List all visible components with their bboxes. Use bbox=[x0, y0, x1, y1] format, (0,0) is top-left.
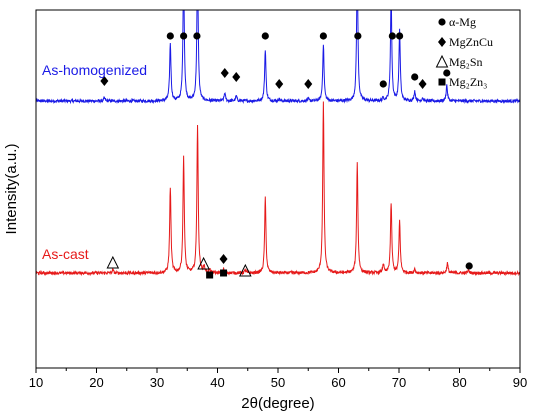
series-label: As-homogenized bbox=[42, 62, 147, 78]
x-axis-title: 2θ(degree) bbox=[241, 395, 314, 412]
phase-marker-triangle-open bbox=[106, 255, 120, 269]
series-label: As-cast bbox=[42, 246, 89, 262]
phase-marker-diamond bbox=[275, 79, 284, 89]
phase-marker-diamond bbox=[220, 68, 229, 78]
x-tick-label: 40 bbox=[210, 375, 224, 390]
phase-marker-circle bbox=[388, 32, 396, 40]
phase-marker-circle bbox=[180, 32, 188, 40]
x-tick-label: 30 bbox=[150, 375, 164, 390]
legend-diamond-icon bbox=[438, 37, 446, 47]
x-tick-label: 60 bbox=[331, 375, 345, 390]
phase-marker-diamond bbox=[100, 76, 109, 86]
series-line bbox=[36, 10, 520, 105]
phase-marker-circle bbox=[354, 32, 362, 40]
series-line bbox=[36, 101, 520, 277]
phase-marker-circle bbox=[465, 262, 473, 270]
phase-marker-diamond bbox=[304, 79, 313, 89]
phase-marker-circle bbox=[411, 73, 419, 81]
legend-label: Mg₂Zn₃ bbox=[449, 75, 487, 89]
x-tick-label: 70 bbox=[392, 375, 406, 390]
phase-markers bbox=[100, 32, 473, 279]
phase-marker-circle bbox=[166, 32, 174, 40]
x-tick-label: 10 bbox=[29, 375, 43, 390]
phase-marker-circle bbox=[379, 80, 387, 88]
phase-marker-square bbox=[220, 269, 228, 277]
phase-marker-diamond bbox=[219, 254, 228, 264]
legend: α-Mg MgZnCu Mg₂Sn Mg₂Zn₃ bbox=[435, 15, 493, 89]
phase-marker-circle bbox=[319, 32, 327, 40]
legend-label: α-Mg bbox=[449, 15, 476, 29]
phase-marker-triangle-open bbox=[197, 256, 210, 270]
phase-marker-diamond bbox=[418, 79, 427, 89]
legend-circle-icon bbox=[438, 18, 446, 26]
x-tick-label: 50 bbox=[271, 375, 285, 390]
x-tick-label: 90 bbox=[513, 375, 527, 390]
phase-marker-triangle-open bbox=[239, 263, 252, 277]
phase-marker-diamond bbox=[232, 72, 241, 82]
legend-label: MgZnCu bbox=[449, 35, 493, 49]
phase-marker-square bbox=[206, 271, 214, 279]
phase-marker-circle bbox=[261, 32, 269, 40]
legend-label: Mg₂Sn bbox=[449, 55, 483, 69]
phase-marker-circle bbox=[443, 69, 451, 77]
x-axis: 10 20 30 40 50 60 70 80 90 bbox=[29, 368, 527, 390]
legend-triangle-open-icon bbox=[435, 54, 449, 68]
x-tick-label: 20 bbox=[89, 375, 103, 390]
x-tick-label: 80 bbox=[452, 375, 466, 390]
legend-square-icon bbox=[438, 78, 446, 86]
diffraction-lines bbox=[36, 10, 520, 277]
phase-marker-circle bbox=[193, 32, 201, 40]
y-axis-title: Intensity(a.u.) bbox=[3, 144, 20, 235]
series-labels: As-homogenized As-cast bbox=[42, 62, 147, 262]
phase-marker-circle bbox=[396, 32, 404, 40]
